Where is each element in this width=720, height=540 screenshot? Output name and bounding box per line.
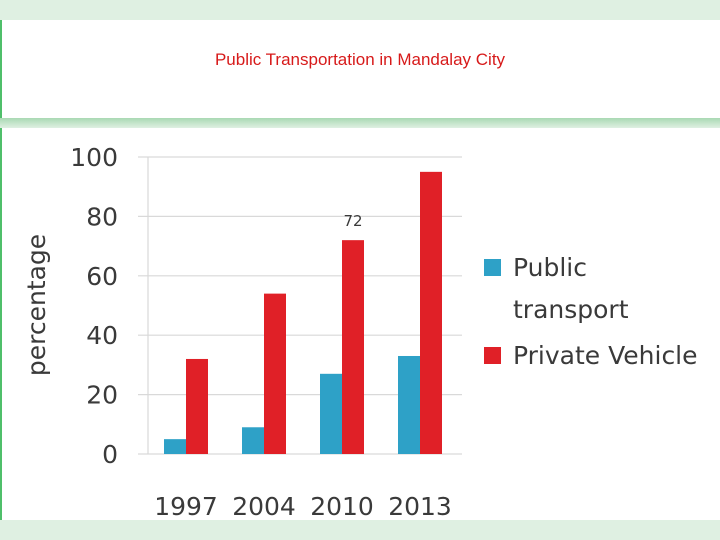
y-tick-label-40: 40 — [86, 321, 118, 350]
bar-private-vehicle-2004 — [264, 293, 286, 454]
data-label-2010: 72 — [343, 212, 362, 230]
x-tick-label-1997: 1997 — [154, 492, 218, 521]
y-tick-label-0: 0 — [102, 440, 118, 469]
x-tick-label-2010: 2010 — [310, 492, 374, 521]
bar-private-vehicle-2010 — [342, 240, 364, 454]
y-axis-title: percentage — [22, 234, 51, 376]
legend: Public transport Private Vehicle — [484, 253, 698, 370]
legend-label-public-transport-1: transport — [513, 295, 629, 324]
axis-labels: 0 20 40 60 80 100 percentage 1997 2004 2010 2013 72 — [22, 143, 452, 521]
legend-label-public-transport-0: Public — [513, 253, 587, 282]
bars — [164, 171, 442, 454]
y-tick-label-100: 100 — [70, 143, 118, 172]
bar-public-transport-2004 — [242, 427, 264, 454]
slide-top-band — [0, 0, 720, 20]
bar-private-vehicle-2013 — [420, 171, 442, 454]
legend-swatch-public-transport — [484, 259, 501, 276]
legend-swatch-private-vehicle — [484, 347, 501, 364]
x-tick-label-2004: 2004 — [232, 492, 296, 521]
y-tick-label-60: 60 — [86, 262, 118, 291]
slide-left-border — [0, 0, 2, 540]
page-title: Public Transportation in Mandalay City — [214, 50, 506, 69]
x-tick-label-2013: 2013 — [388, 492, 452, 521]
y-tick-label-20: 20 — [86, 381, 118, 410]
bar-private-vehicle-1997 — [186, 358, 208, 454]
bar-public-transport-1997 — [164, 439, 186, 454]
y-tick-label-80: 80 — [86, 202, 118, 231]
legend-label-private-vehicle-0: Private Vehicle — [513, 341, 698, 370]
bar-public-transport-2010 — [320, 373, 342, 454]
slide-separator-band — [0, 118, 720, 128]
slide-bottom-band — [0, 520, 720, 540]
bar-public-transport-2013 — [398, 355, 420, 454]
